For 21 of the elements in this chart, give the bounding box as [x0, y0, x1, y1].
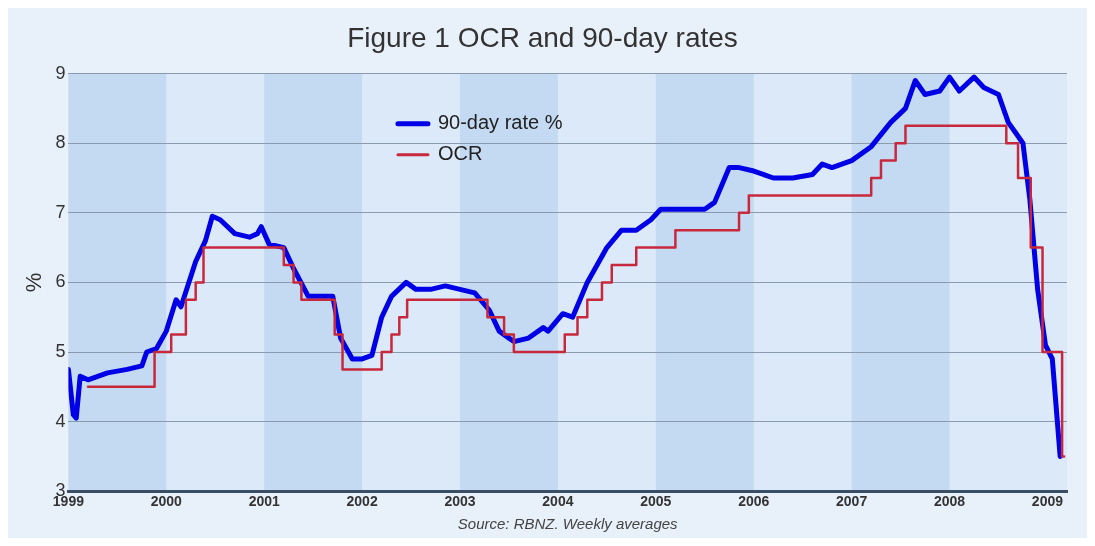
x-tick-label: 2004 [542, 493, 574, 510]
y-tick-label: 9 [55, 62, 66, 83]
x-tick-label: 2006 [738, 493, 770, 510]
x-tick-label: 2003 [444, 493, 476, 510]
y-axis-title: % [21, 272, 47, 293]
x-tick-label: 2005 [640, 493, 672, 510]
x-tick-label: 2007 [836, 493, 868, 510]
y-tick-label: 7 [55, 201, 66, 222]
x-tick-label: 2002 [346, 493, 378, 510]
y-tick-label: 6 [55, 271, 66, 292]
source-note: Source: RBNZ. Weekly averages [457, 515, 679, 533]
y-tick-label: 8 [55, 132, 66, 153]
x-tick-label: 2008 [933, 493, 966, 510]
legend-label: 90-day rate % [437, 111, 563, 134]
x-tick-label: 2009 [1031, 493, 1064, 510]
x-tick-label: 2001 [248, 493, 280, 510]
legend-label: OCR [437, 142, 483, 165]
y-tick-label: 5 [55, 340, 66, 361]
y-tick-label: 4 [55, 410, 66, 431]
x-tick-label: 2000 [150, 493, 183, 510]
chart-title: Figure 1 OCR and 90-day rates [347, 21, 738, 53]
